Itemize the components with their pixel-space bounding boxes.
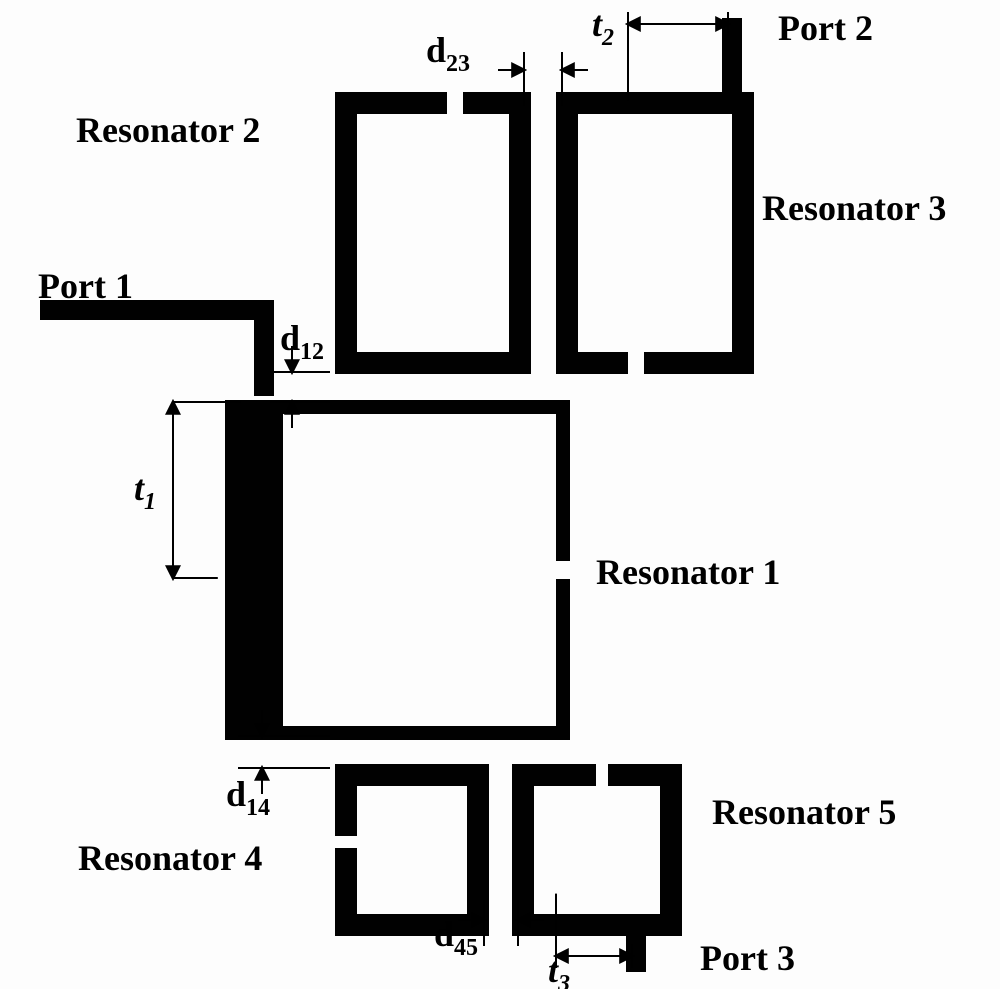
resonator-5 xyxy=(512,764,682,936)
resonator-4 xyxy=(335,764,489,936)
port-3-feed xyxy=(626,932,646,972)
port-2-label: Port 2 xyxy=(778,8,873,48)
resonator-2 xyxy=(335,92,531,374)
resonator-3-label: Resonator 3 xyxy=(762,188,946,228)
resonator-4-label: Resonator 4 xyxy=(78,838,262,878)
resonator-5-label: Resonator 5 xyxy=(712,792,896,832)
resonator-3 xyxy=(556,92,754,374)
resonator-1-label: Resonator 1 xyxy=(596,552,780,592)
resonator-1 xyxy=(225,400,570,740)
d23-label: d23 xyxy=(426,30,470,77)
d12-label: d12 xyxy=(280,318,324,365)
t2-label: t2 xyxy=(592,4,614,51)
port-1-feed xyxy=(40,300,274,396)
resonator-2-label: Resonator 2 xyxy=(76,110,260,150)
port-1-label: Port 1 xyxy=(38,266,133,306)
port-2-feed xyxy=(722,18,742,96)
t1-label: t1 xyxy=(134,468,156,515)
d14-label: d14 xyxy=(226,774,270,821)
labels: Port 1 Port 2 Port 3 Resonator 1 Resonator 2… xyxy=(38,4,946,989)
port-3-label: Port 3 xyxy=(700,938,795,978)
